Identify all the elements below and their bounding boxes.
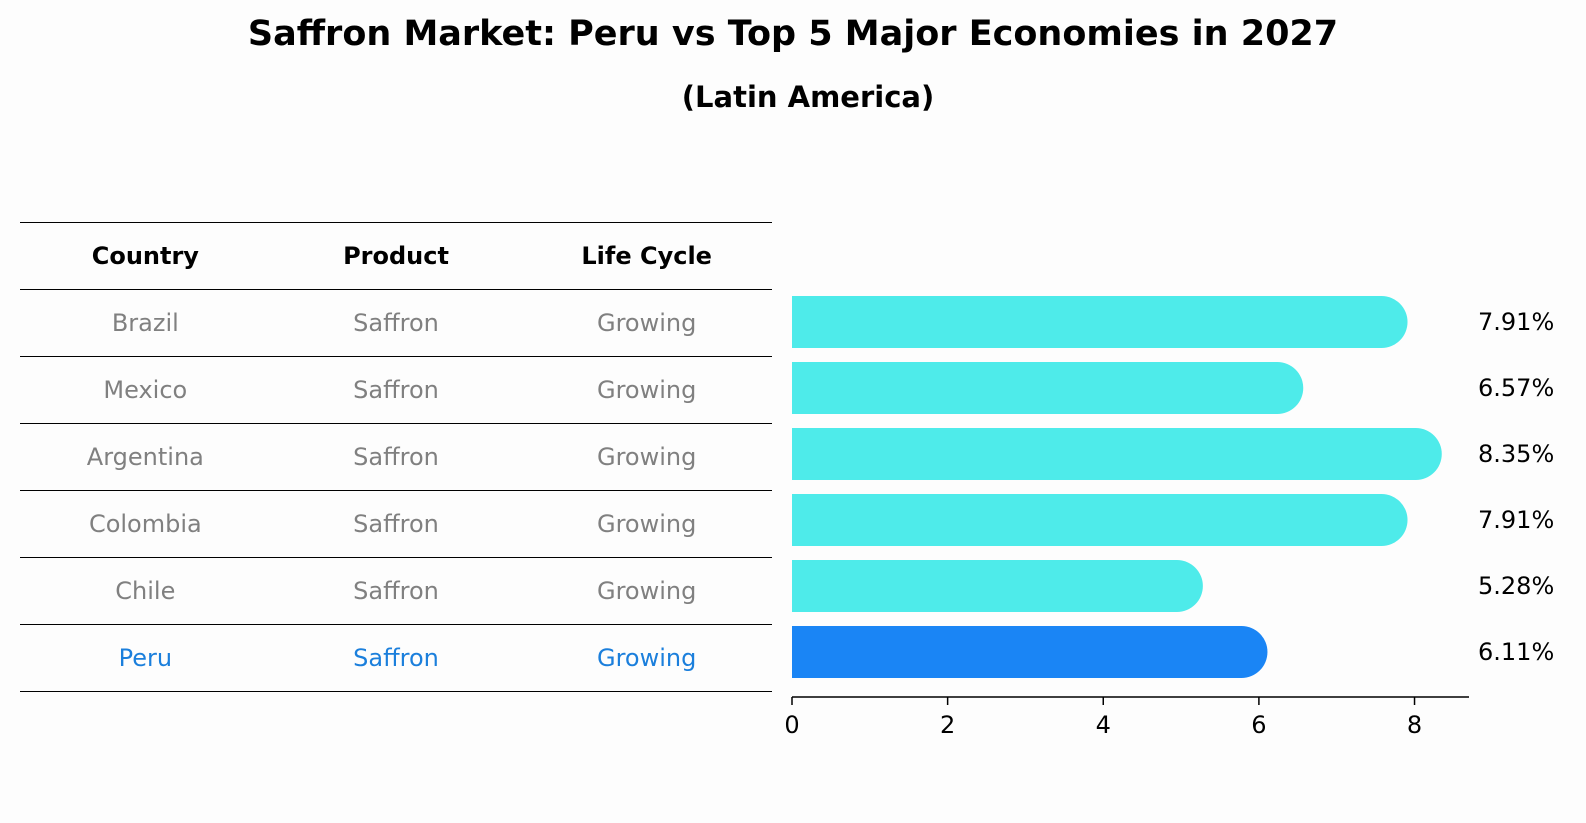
bar-chile bbox=[792, 560, 1203, 612]
x-tick-label: 4 bbox=[1096, 711, 1111, 739]
country-cell: Peru bbox=[118, 644, 173, 672]
table-row-highlight: Peru Saffron Growing bbox=[20, 625, 772, 692]
data-label: 8.35% bbox=[1478, 440, 1554, 468]
life-cycle-cell: Growing bbox=[596, 443, 697, 471]
header-country: Country bbox=[91, 242, 199, 270]
x-tick-label: 8 bbox=[1407, 711, 1422, 739]
product-cell: Saffron bbox=[353, 376, 439, 404]
country-cell: Chile bbox=[115, 577, 176, 605]
bar-argentina bbox=[792, 428, 1442, 480]
product-cell: Saffron bbox=[353, 443, 439, 471]
data-label: 6.11% bbox=[1478, 638, 1554, 666]
product-cell: Saffron bbox=[353, 577, 439, 605]
bar-peru bbox=[792, 626, 1268, 678]
product-cell: Saffron bbox=[353, 510, 439, 538]
bar-mexico bbox=[792, 362, 1304, 414]
table-row: Mexico Saffron Growing bbox=[20, 357, 772, 424]
life-cycle-cell: Growing bbox=[596, 376, 697, 404]
data-label: 7.91% bbox=[1478, 308, 1554, 336]
x-tick-label: 6 bbox=[1251, 711, 1266, 739]
life-cycle-cell: Growing bbox=[596, 309, 697, 337]
product-cell: Saffron bbox=[353, 644, 439, 672]
data-label: 6.57% bbox=[1478, 374, 1554, 402]
country-cell: Colombia bbox=[88, 510, 202, 538]
data-label: 5.28% bbox=[1478, 572, 1554, 600]
x-tick-label: 0 bbox=[784, 711, 799, 739]
country-cell: Mexico bbox=[103, 376, 188, 404]
table-row: Brazil Saffron Growing bbox=[20, 290, 772, 357]
header-life-cycle: Life Cycle bbox=[581, 242, 712, 270]
chart-subtitle: (Latin America) bbox=[681, 80, 935, 114]
bar-colombia bbox=[792, 494, 1408, 546]
product-cell: Saffron bbox=[353, 309, 439, 337]
header-product: Product bbox=[343, 242, 449, 270]
bar-brazil bbox=[792, 296, 1408, 348]
x-tick-label: 2 bbox=[940, 711, 955, 739]
life-cycle-cell: Growing bbox=[596, 644, 697, 672]
country-cell: Brazil bbox=[111, 309, 179, 337]
table-row: Colombia Saffron Growing bbox=[20, 491, 772, 558]
table-row: Chile Saffron Growing bbox=[20, 558, 772, 625]
life-cycle-cell: Growing bbox=[596, 510, 697, 538]
data-table: Country Product Life Cycle Brazil Saffro… bbox=[20, 222, 772, 692]
table-row: Argentina Saffron Growing bbox=[20, 424, 772, 491]
country-cell: Argentina bbox=[86, 443, 204, 471]
chart-title: Saffron Market: Peru vs Top 5 Major Econ… bbox=[247, 14, 1339, 54]
table-header-row: Country Product Life Cycle bbox=[20, 222, 772, 290]
life-cycle-cell: Growing bbox=[596, 577, 697, 605]
data-label: 7.91% bbox=[1478, 506, 1554, 534]
